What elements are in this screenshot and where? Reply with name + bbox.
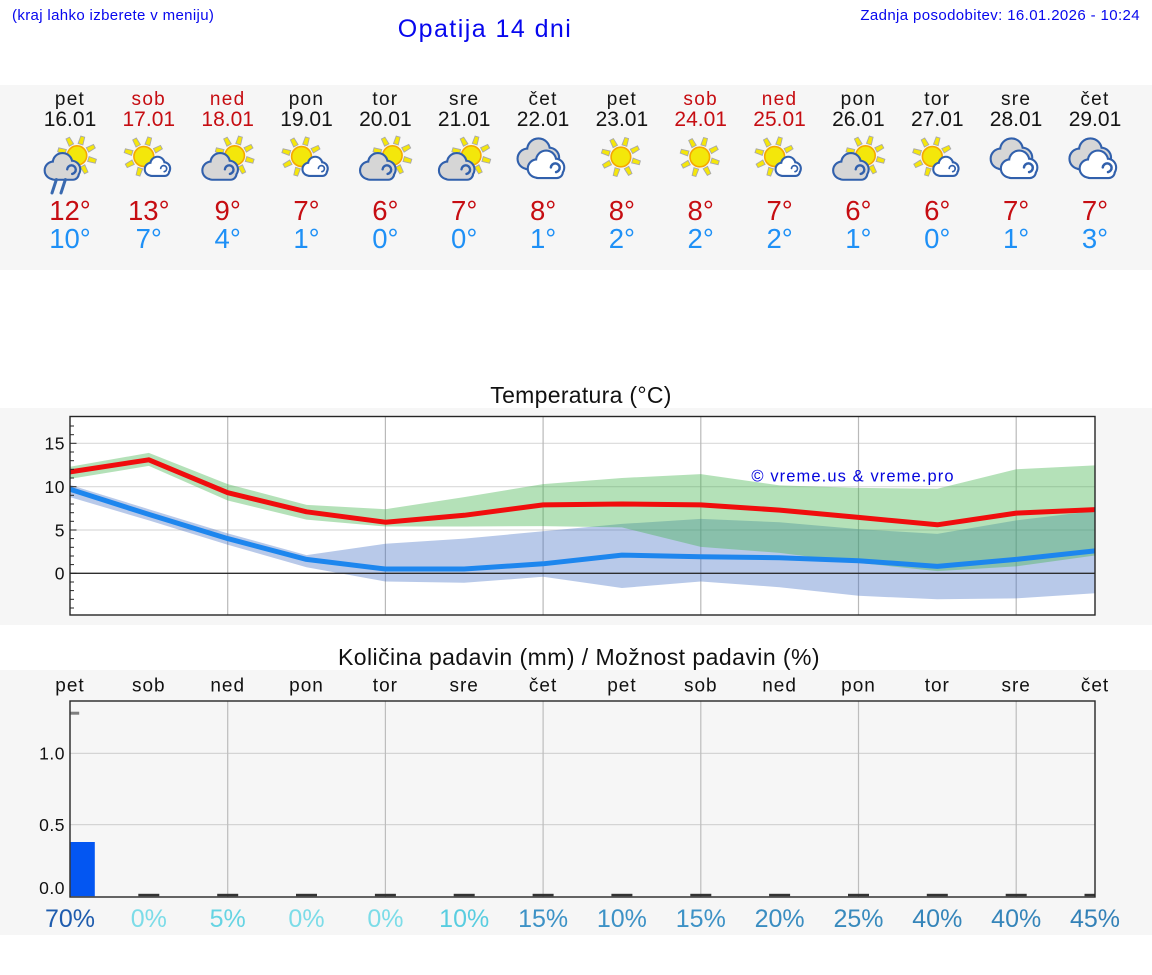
svg-text:45%: 45% [1070, 905, 1120, 933]
svg-text:15%: 15% [676, 905, 726, 933]
svg-text:5%: 5% [210, 905, 246, 933]
svg-text:pon: pon [289, 675, 324, 696]
svg-text:10%: 10% [439, 905, 489, 933]
svg-text:ned: ned [210, 675, 245, 696]
svg-text:25%: 25% [833, 905, 883, 933]
svg-text:pet: pet [55, 675, 84, 696]
svg-text:sob: sob [684, 675, 718, 696]
svg-text:sob: sob [132, 675, 166, 696]
svg-text:10%: 10% [597, 905, 647, 933]
svg-text:0%: 0% [288, 905, 324, 933]
svg-text:čet: čet [1081, 675, 1109, 696]
svg-text:sre: sre [1001, 675, 1030, 696]
svg-text:0%: 0% [367, 905, 403, 933]
svg-text:10: 10 [45, 477, 65, 497]
svg-text:pet: pet [607, 675, 636, 696]
svg-text:sre: sre [449, 675, 478, 696]
svg-text:5: 5 [55, 520, 65, 540]
svg-text:0.0: 0.0 [39, 878, 65, 898]
svg-text:40%: 40% [912, 905, 962, 933]
svg-text:20%: 20% [755, 905, 805, 933]
svg-text:tor: tor [373, 675, 398, 696]
svg-text:0%: 0% [131, 905, 167, 933]
svg-text:pon: pon [841, 675, 876, 696]
svg-text:0: 0 [55, 564, 65, 584]
svg-text:40%: 40% [991, 905, 1041, 933]
svg-text:0.5: 0.5 [39, 815, 65, 835]
svg-text:15: 15 [45, 434, 65, 454]
svg-text:70%: 70% [45, 905, 95, 933]
svg-text:tor: tor [925, 675, 950, 696]
svg-text:15%: 15% [518, 905, 568, 933]
svg-text:© vreme.us & vreme.pro: © vreme.us & vreme.pro [751, 468, 954, 486]
svg-text:1.0: 1.0 [39, 744, 65, 764]
svg-text:ned: ned [762, 675, 797, 696]
svg-text:čet: čet [529, 675, 557, 696]
